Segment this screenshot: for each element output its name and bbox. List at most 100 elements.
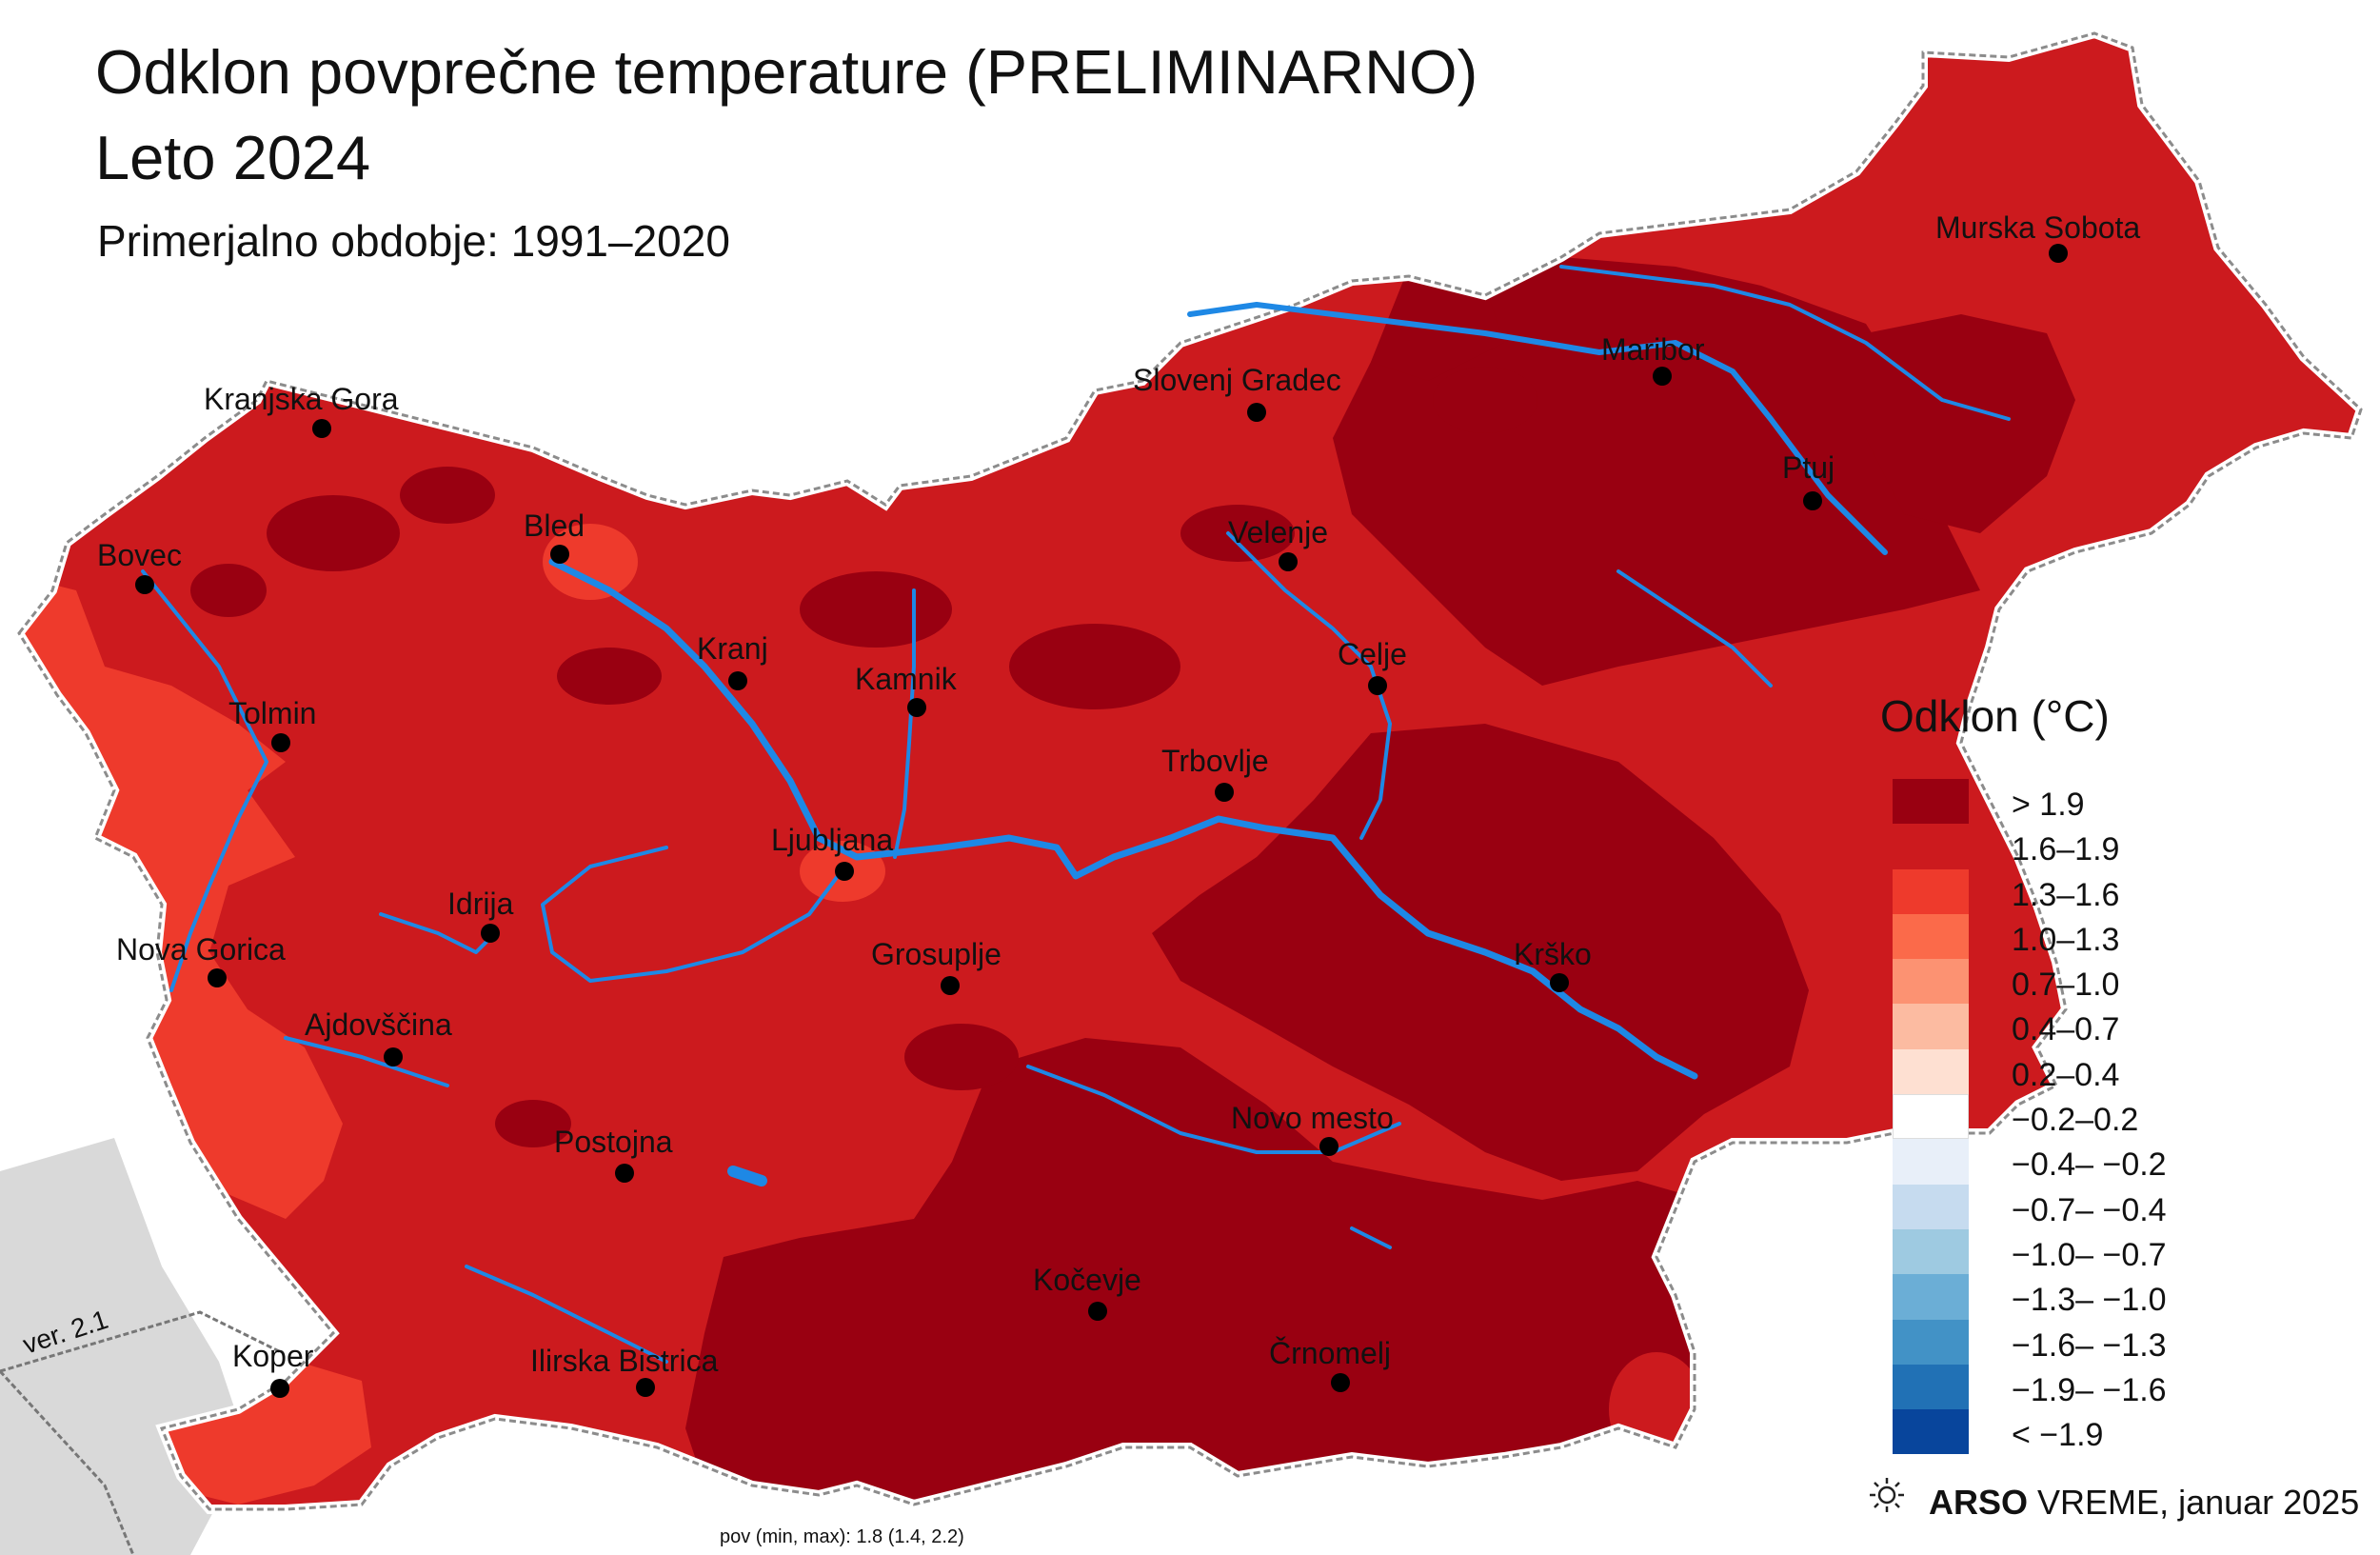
legend-swatch — [1893, 824, 1969, 869]
city-bovec: Bovec — [97, 538, 182, 594]
legend-swatch — [1893, 1094, 1969, 1140]
patch-6 — [1180, 505, 1295, 562]
city-crnomelj: Črnomelj — [1269, 1336, 1391, 1392]
city-kranjska-gora: Kranjska Gora — [204, 382, 399, 438]
legend-label: −0.4– −0.2 — [2012, 1146, 2167, 1184]
legend-swatch — [1893, 779, 1969, 825]
river-savinja — [1226, 531, 1392, 840]
legend-swatch — [1893, 1409, 1969, 1455]
svg-text:Bled: Bled — [524, 508, 585, 543]
svg-text:Ljubljana: Ljubljana — [771, 823, 893, 857]
svg-text:Bovec: Bovec — [97, 538, 182, 572]
legend-swatch — [1893, 959, 1969, 1005]
patch-3 — [800, 571, 952, 648]
svg-text:Novo mesto: Novo mesto — [1231, 1101, 1394, 1135]
city-krsko: Krško — [1514, 937, 1592, 992]
city-kranj: Kranj — [697, 631, 768, 690]
svg-text:Kočevje: Kočevje — [1033, 1263, 1141, 1297]
patch-5 — [557, 648, 662, 705]
city-novo-mesto: Novo mesto — [1231, 1101, 1394, 1156]
zone-gt1.9-northeast — [1333, 257, 1980, 686]
border-line — [0, 1310, 282, 1555]
svg-text:Koper: Koper — [232, 1339, 314, 1373]
patch-9 — [190, 564, 267, 617]
city-markers: Murska Sobota Maribor Slovenj Gradec Kra… — [97, 210, 2140, 1398]
patch-1 — [267, 495, 400, 571]
legend-label: −0.2–0.2 — [2012, 1102, 2139, 1139]
legend-label: −0.7– −0.4 — [2012, 1191, 2167, 1228]
legend-label: 1.0–1.3 — [2012, 921, 2120, 958]
city-bled: Bled — [524, 508, 585, 564]
svg-text:Črnomelj: Črnomelj — [1269, 1336, 1391, 1370]
river-vipava — [284, 1036, 449, 1087]
svg-text:Maribor: Maribor — [1601, 332, 1705, 367]
city-velenje: Velenje — [1228, 515, 1328, 571]
city-maribor: Maribor — [1601, 332, 1705, 386]
legend-swatch — [1893, 1319, 1969, 1365]
svg-text:Kranjska Gora: Kranjska Gora — [204, 382, 399, 416]
city-slovenj-gradec: Slovenj Gradec — [1133, 363, 1341, 422]
river-sava — [548, 558, 1698, 1080]
title-line2: Leto 2024 — [95, 123, 371, 192]
lake-cerknica — [727, 1166, 767, 1186]
svg-text:Celje: Celje — [1338, 637, 1407, 671]
river-drava — [1187, 302, 1888, 555]
river-kolpa — [1350, 1226, 1392, 1249]
city-celje: Celje — [1338, 637, 1407, 695]
credit-product: VREME — [2037, 1483, 2160, 1522]
legend-swatch — [1893, 1184, 1969, 1229]
svg-text:Idrija: Idrija — [447, 887, 514, 921]
credit-date: , januar 2025 — [2159, 1483, 2360, 1522]
zone-1.3-1.6-bled — [543, 524, 638, 600]
river-reka — [465, 1265, 668, 1364]
legend-label: −1.9– −1.6 — [2012, 1371, 2167, 1408]
city-grosuplje: Grosuplje — [871, 937, 1002, 995]
city-tolmin: Tolmin — [228, 696, 316, 752]
credit: ARSO VREME, januar 2025 — [1866, 1476, 2359, 1523]
river-idrijca — [379, 912, 497, 954]
river-krka — [1026, 1065, 1401, 1154]
legend-label: 1.3–1.6 — [2012, 876, 2120, 913]
river-soca — [141, 569, 268, 992]
city-trbovlje: Trbovlje — [1161, 744, 1269, 802]
patch-4 — [1009, 624, 1180, 709]
patch-2 — [400, 467, 495, 524]
legend-swatch — [1893, 1274, 1969, 1320]
svg-text:Krško: Krško — [1514, 937, 1592, 971]
city-kamnik: Kamnik — [855, 662, 958, 717]
patch-8 — [495, 1100, 571, 1147]
svg-text:Grosuplje: Grosuplje — [871, 937, 1002, 971]
legend-label: > 1.9 — [2012, 787, 2085, 823]
svg-text:Postojna: Postojna — [554, 1125, 673, 1159]
river-ljubljanica — [541, 846, 840, 983]
legend-label: 0.2–0.4 — [2012, 1056, 2120, 1093]
legend-swatch — [1893, 1004, 1969, 1049]
zone-gt1.9-prekmurje — [1866, 314, 2075, 533]
legend-swatch — [1893, 1228, 1969, 1275]
city-ajdovscina: Ajdovščina — [305, 1007, 452, 1067]
legend-label: −1.6– −1.3 — [2012, 1326, 2167, 1364]
legend-label: −1.3– −1.0 — [2012, 1282, 2167, 1319]
legend-swatch — [1893, 1364, 1969, 1410]
city-murska-sobota: Murska Sobota — [1935, 210, 2140, 263]
legend-title: Odklon (°C) — [1880, 691, 2110, 741]
rivers — [141, 265, 2011, 1364]
zone-gt1.9-south — [685, 1038, 1714, 1509]
svg-text:Slovenj Gradec: Slovenj Gradec — [1133, 363, 1341, 397]
subtitle: Primerjalno obdobje: 1991–2020 — [97, 216, 730, 266]
svg-text:Tolmin: Tolmin — [228, 696, 316, 730]
legend-label: < −1.9 — [2012, 1417, 2104, 1454]
svg-text:Ilirska Bistrica: Ilirska Bistrica — [530, 1344, 719, 1378]
city-ptuj: Ptuj — [1782, 450, 1835, 510]
river-kamniska — [893, 588, 916, 859]
legend-swatch — [1893, 1139, 1969, 1185]
svg-text:Kamnik: Kamnik — [855, 662, 958, 696]
svg-text:Kranj: Kranj — [697, 631, 768, 666]
city-idrija: Idrija — [447, 887, 514, 943]
legend-swatch — [1893, 868, 1969, 914]
patch-7 — [904, 1024, 1019, 1090]
legend-swatch — [1893, 1048, 1969, 1095]
city-ilirska-bistrica: Ilirska Bistrica — [530, 1344, 719, 1397]
svg-text:Ajdovščina: Ajdovščina — [305, 1007, 452, 1042]
